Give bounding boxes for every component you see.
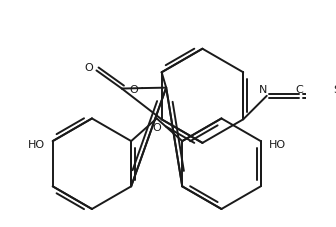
Text: O: O: [152, 123, 161, 133]
Text: S: S: [333, 85, 336, 95]
Text: HO: HO: [268, 139, 286, 149]
Text: O: O: [130, 85, 138, 95]
Text: HO: HO: [28, 139, 45, 149]
Text: C: C: [295, 85, 303, 95]
Text: O: O: [85, 62, 94, 72]
Text: N: N: [259, 85, 267, 95]
